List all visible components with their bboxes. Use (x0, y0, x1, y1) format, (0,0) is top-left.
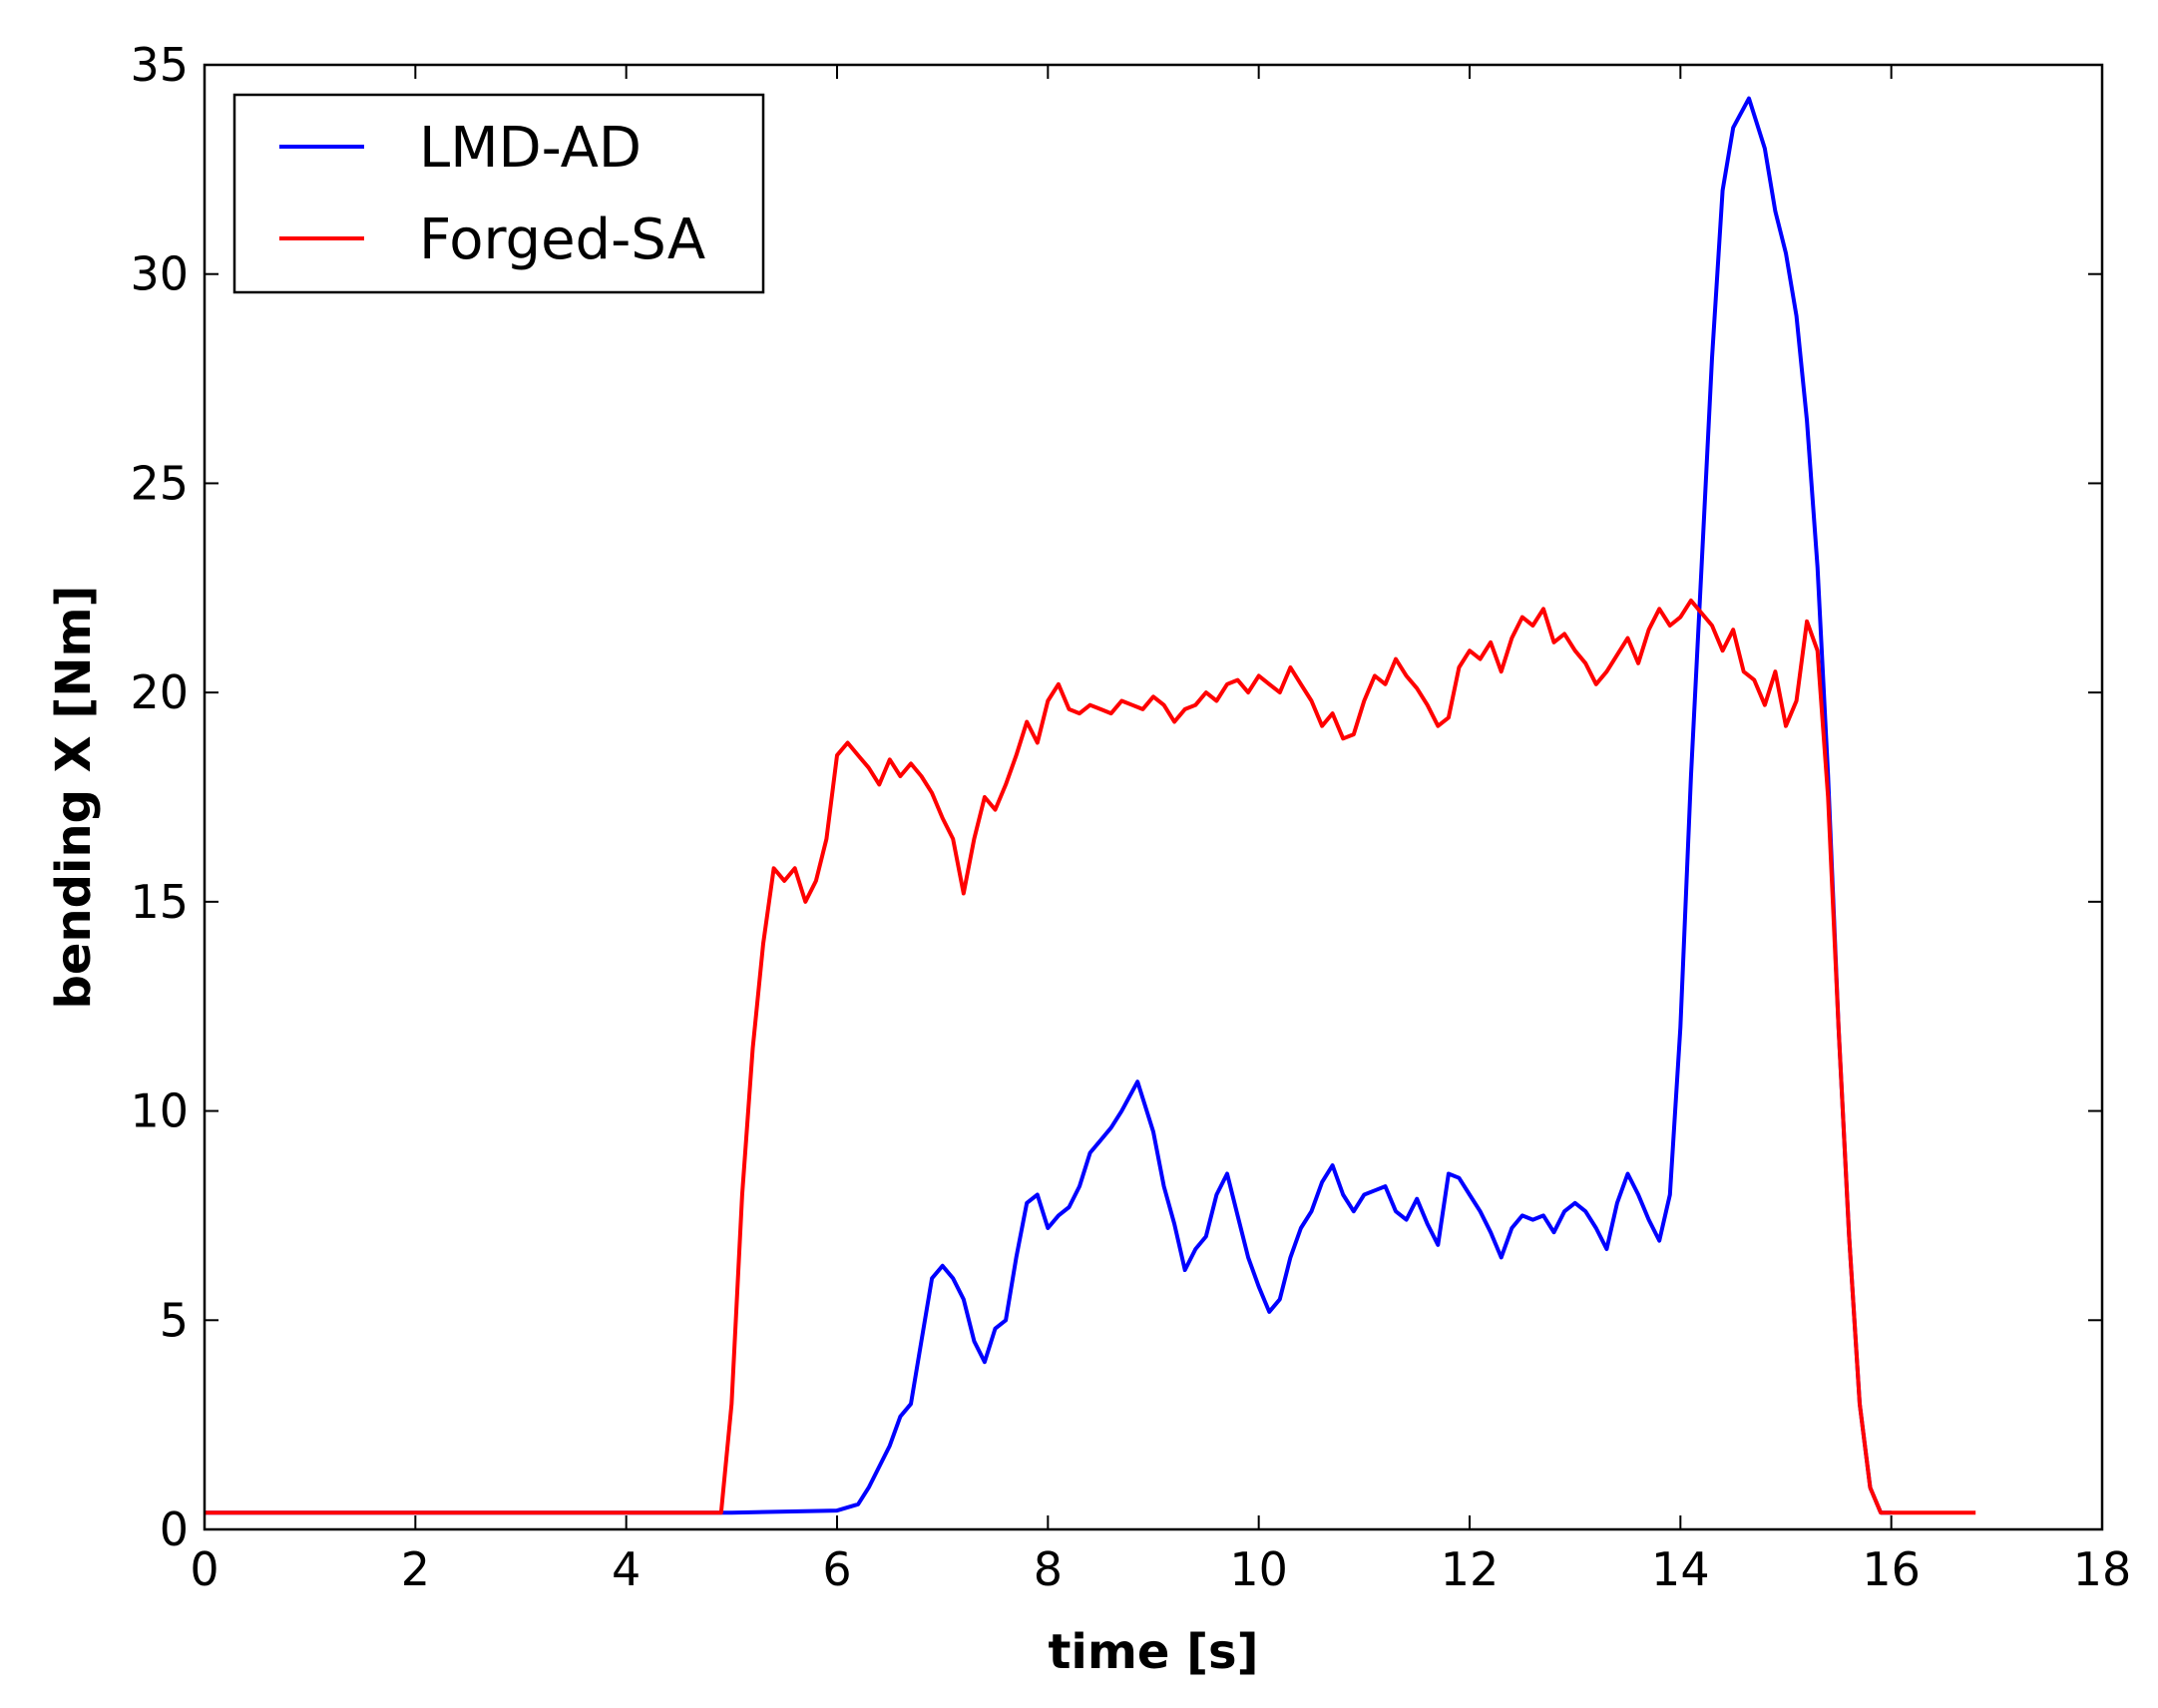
y-tick-label: 10 (130, 1084, 189, 1138)
series-line-lmd-ad (205, 96, 1892, 1515)
y-tick-label: 25 (130, 456, 189, 510)
x-axis-label: time [s] (1048, 1624, 1258, 1680)
legend-label: LMD-AD (419, 116, 642, 181)
x-tick-label: 10 (1229, 1542, 1288, 1596)
x-tick-label: 18 (2073, 1542, 2132, 1596)
x-tick-label: 4 (612, 1542, 641, 1596)
legend-box (232, 93, 765, 294)
x-tick-label: 2 (401, 1542, 430, 1596)
legend-label: Forged-SA (419, 208, 705, 272)
plot-area (205, 96, 1976, 1515)
plot-frame (203, 63, 2104, 1531)
axes: 0 2 4 6 8 10 12 14 16 18 0 5 10 15 20 25 30 35 (130, 38, 2131, 1596)
x-tick-label: 0 (190, 1542, 218, 1596)
y-tick-label: 30 (130, 247, 189, 301)
x-tick-label: 14 (1651, 1542, 1710, 1596)
y-tick-label: 20 (130, 665, 189, 719)
y-tick-label: 5 (160, 1293, 189, 1347)
x-tick-label: 8 (1034, 1542, 1063, 1596)
y-tick-label: 0 (160, 1502, 189, 1556)
x-tick-label: 6 (822, 1542, 851, 1596)
y-axis-label: bending X [Nm] (46, 586, 102, 1010)
y-tick-label: 15 (130, 875, 189, 929)
series-line-forged-sa (205, 598, 1976, 1515)
x-tick-label: 12 (1441, 1542, 1500, 1596)
y-tick-label: 35 (130, 38, 189, 92)
x-tick-label: 16 (1862, 1542, 1921, 1596)
legend: LMD-AD Forged-SA (232, 93, 765, 294)
